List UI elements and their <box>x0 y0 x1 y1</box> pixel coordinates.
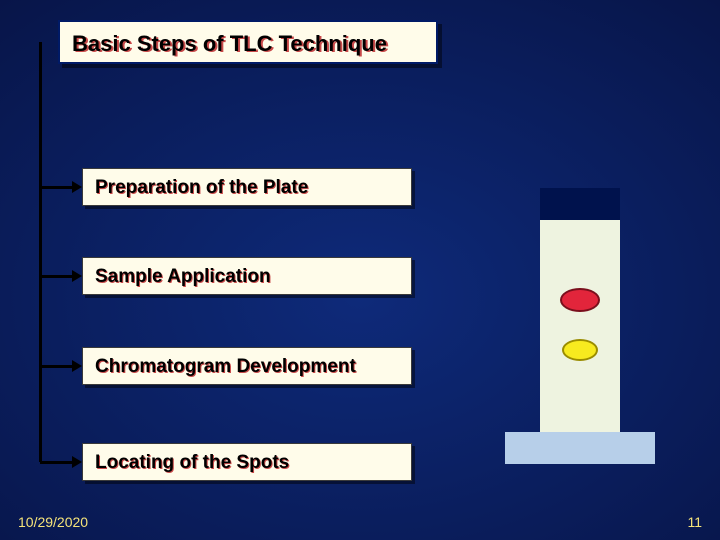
tlc-illustration <box>505 188 655 464</box>
title-box: Basic Steps of TLC Technique <box>58 20 438 64</box>
step-box-1: Preparation of the Plate <box>82 168 412 206</box>
arrowhead-2 <box>72 270 82 282</box>
title-text: Basic Steps of TLC Technique <box>72 31 387 56</box>
step-label: Locating of the Spots <box>95 452 289 473</box>
footer-page-text: 11 <box>687 514 702 530</box>
tlc-spot-red <box>560 288 600 312</box>
arrowhead-4 <box>72 456 82 468</box>
connector-tee-3 <box>40 365 72 368</box>
step-box-4: Locating of the Spots <box>82 443 412 481</box>
step-label: Sample Application <box>95 266 271 287</box>
connector-vertical <box>39 42 42 462</box>
tlc-spot-yellow <box>562 339 598 361</box>
arrowhead-3 <box>72 360 82 372</box>
step-box-2: Sample Application <box>82 257 412 295</box>
footer-date: 10/29/2020 <box>18 514 88 530</box>
tlc-plate <box>540 220 620 450</box>
slide: Basic Steps of TLC Technique Preparation… <box>0 0 720 540</box>
tlc-cap <box>540 188 620 220</box>
connector-tee-4 <box>40 461 72 464</box>
footer-date-text: 10/29/2020 <box>18 514 88 530</box>
step-label: Chromatogram Development <box>95 356 356 377</box>
connector-tee-1 <box>40 186 72 189</box>
step-label: Preparation of the Plate <box>95 177 308 198</box>
tlc-base <box>505 432 655 464</box>
arrowhead-1 <box>72 181 82 193</box>
step-box-3: Chromatogram Development <box>82 347 412 385</box>
footer-page: 11 <box>687 514 702 530</box>
connector-tee-2 <box>40 275 72 278</box>
